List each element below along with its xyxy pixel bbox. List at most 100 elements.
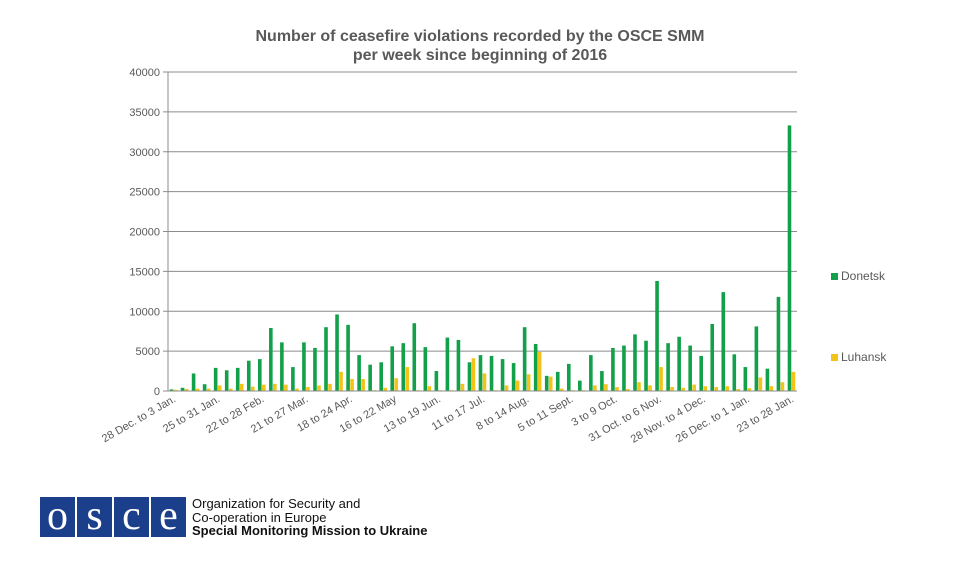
bar-luhansk [537,351,542,391]
legend-swatch-luhansk [831,353,838,361]
bar-donetsk [434,371,439,391]
x-tick-label: 28 Dec. to 3 Jan. [100,393,178,445]
bar-luhansk [714,387,719,391]
bar-luhansk [725,386,730,391]
bar-donetsk [401,343,406,391]
legend-item-luhansk: Luhansk [831,350,886,364]
bar-luhansk [295,388,299,391]
bar-donetsk [346,324,350,391]
chart-title-line-1: Number of ceasefire violations recorded … [255,28,705,45]
bar-donetsk [566,363,571,391]
chart-title-line-2: per week since beginning of 2016 [352,47,608,64]
bar-donetsk [754,326,759,391]
bar-donetsk [390,346,395,391]
bar-luhansk [361,379,365,391]
bar-luhansk [604,384,608,391]
y-axis-ticks: 0 5000 10000 15000 20000 25000 30000 35000 40000 [129,67,168,398]
bar-donetsk [246,360,251,391]
bar-luhansk [769,386,774,391]
legend-item-donetsk: Donetsk [831,269,885,283]
organization-name: Organization for Security and Co-operati… [192,497,427,538]
bar-donetsk [655,280,659,391]
bar-donetsk [688,345,692,391]
bar-luhansk [515,380,520,391]
bar-luhansk [780,382,785,391]
y-tick-label: 20000 [129,227,160,239]
bar-donetsk [324,327,328,391]
bar-luhansk [526,374,531,391]
bar-luhansk [228,388,233,391]
org-line-1: Organization for Security and [192,496,361,511]
bars [169,125,796,392]
bar-donetsk [533,343,538,391]
bar-donetsk [644,340,648,391]
bar-donetsk [578,380,582,391]
bar-donetsk [302,342,306,391]
y-tick-label: 30000 [129,147,160,159]
bar-donetsk [522,327,527,391]
bar-luhansk [692,384,696,391]
bar-donetsk [180,387,185,391]
bar-donetsk [412,323,417,391]
bar-donetsk [357,355,361,391]
y-tick-label: 40000 [129,67,160,79]
bar-luhansk [427,386,432,391]
bar-donetsk [224,370,229,391]
y-tick-label: 25000 [129,187,160,199]
bar-luhansk [670,387,674,391]
bar-donetsk [622,345,626,391]
y-tick-label: 5000 [136,346,160,358]
bar-donetsk [721,292,726,391]
bar-donetsk [213,367,218,391]
bar-luhansk [637,382,641,391]
bar-luhansk [206,388,211,391]
logo-letter-o: o [40,495,75,537]
bar-donetsk [511,363,516,391]
bar-donetsk [589,355,593,391]
bar-luhansk [284,384,288,391]
bar-donetsk [710,324,715,391]
bar-luhansk [328,383,332,391]
bar-donetsk [368,364,372,391]
bar-donetsk [456,339,461,391]
bar-luhansk [659,367,663,391]
bar-donetsk [544,375,549,391]
bar-donetsk [555,371,560,391]
bar-donetsk [600,371,604,391]
bar-luhansk [273,383,277,391]
bar-donetsk [467,362,472,391]
bar-luhansk [261,384,266,391]
y-tick-label: 10000 [129,306,160,318]
bar-donetsk [445,337,450,391]
bar-luhansk [648,385,652,391]
bar-donetsk [699,355,704,391]
bar-luhansk [559,388,564,391]
bar-donetsk [313,347,317,391]
bar-donetsk [743,367,748,391]
x-axis-labels: 28 Dec. to 3 Jan.25 to 31 Jan.22 to 28 F… [100,393,796,446]
bar-luhansk [482,373,487,391]
mission-name: Special Monitoring Mission to Ukraine [192,523,428,538]
bar-luhansk [250,386,255,391]
bar-luhansk [626,389,630,391]
bar-donetsk [291,367,295,391]
bar-donetsk [257,359,262,391]
bar-luhansk [593,385,597,391]
bar-luhansk [339,371,343,391]
bar-donetsk [776,296,781,391]
chart-title: Number of ceasefire violations recorded … [0,27,960,65]
bar-donetsk [677,336,681,391]
x-tick-label: 28 Nov. to 4 Dec. [629,393,708,445]
bar-luhansk [317,385,321,391]
bar-donetsk [191,373,196,391]
bar-donetsk [732,354,737,391]
bar-donetsk [611,347,615,391]
bar-donetsk [202,384,207,391]
bar-luhansk [615,387,619,391]
bar-donetsk [500,359,505,391]
legend-label-luhansk: Luhansk [841,350,887,364]
bar-luhansk [350,379,354,391]
bar-donetsk [169,389,174,391]
bar-luhansk [736,389,741,391]
bar-luhansk [173,389,178,391]
